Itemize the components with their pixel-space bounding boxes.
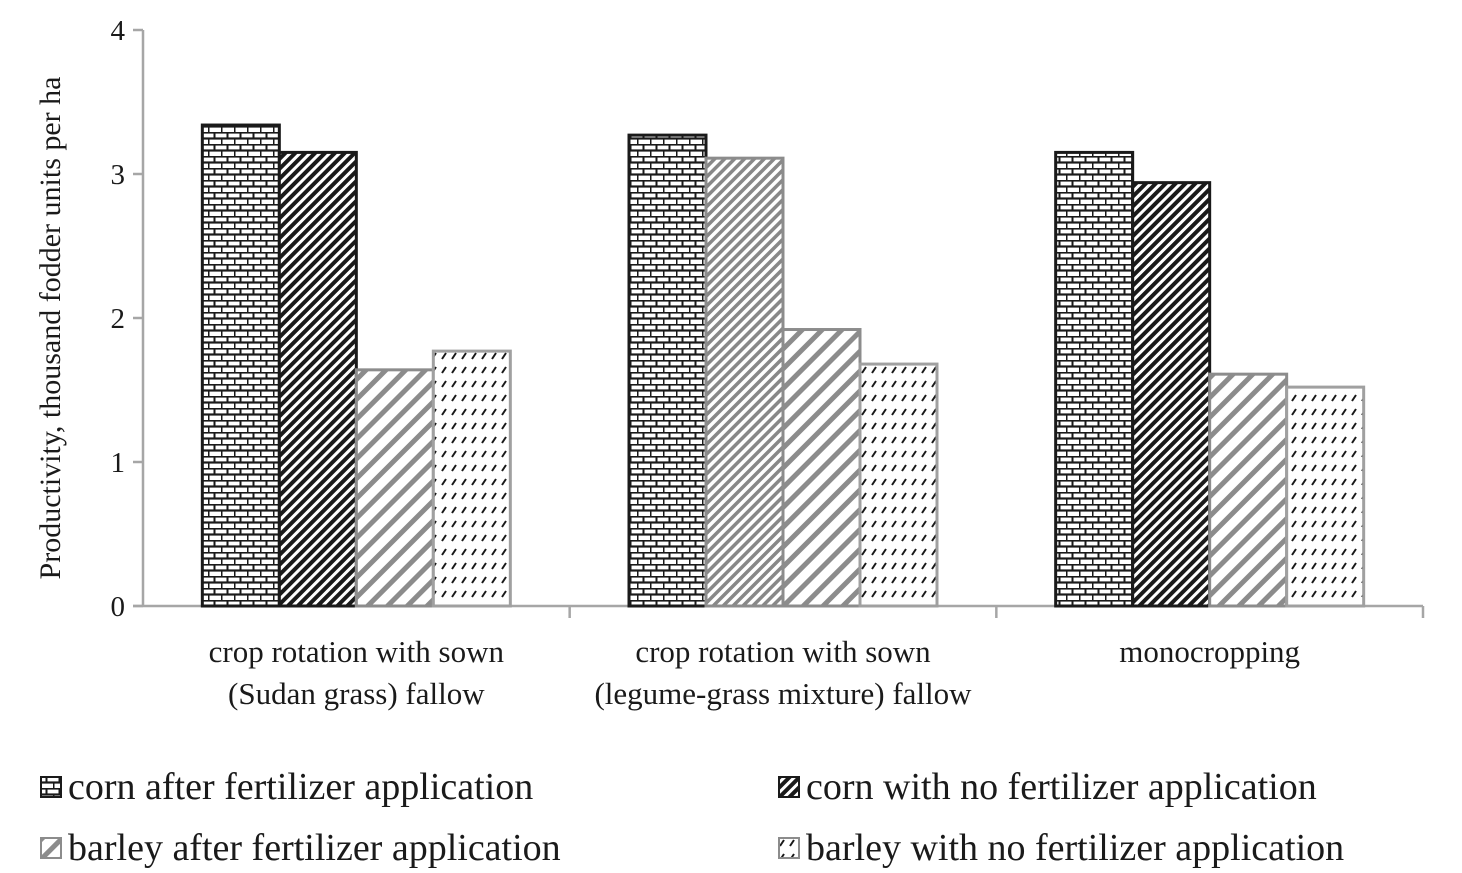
y-tick-label: 1 (111, 447, 126, 479)
bar (781, 328, 862, 608)
x-category-label: crop rotation with sown (635, 634, 931, 669)
bar (277, 150, 358, 608)
y-tick-label: 0 (111, 591, 126, 623)
x-category-label: (legume-grass mixture) fallow (594, 676, 972, 711)
legend-swatch-dashed (778, 837, 800, 859)
y-axis-title: Productivity, thousand fodder units per … (34, 77, 67, 580)
legend-item-corn-fertilized: corn after fertilizer application (40, 762, 533, 812)
x-category-label: crop rotation with sown (209, 634, 505, 669)
bar (200, 123, 281, 608)
bar (354, 368, 435, 608)
bar (704, 156, 785, 608)
y-tick-label: 4 (111, 15, 126, 47)
legend-label: corn after fertilizer application (68, 766, 534, 808)
legend-item-corn-unfertilized: corn with no fertilizer application (778, 762, 1317, 812)
legend-item-barley-unfertilized: barley with no fertilizer application (778, 823, 1344, 873)
bar (1208, 372, 1289, 608)
legend-item-barley-fertilized: barley after fertilizer application (40, 823, 561, 873)
labels: 0 1 2 3 4 Productivity, thousand fodder units… (34, 15, 1300, 711)
legend-label: barley with no fertilizer application (806, 827, 1345, 869)
bars (200, 123, 1366, 608)
bar (858, 362, 939, 608)
x-category-label: monocropping (1119, 634, 1300, 669)
bar (627, 133, 708, 608)
legend: corn after fertilizer application corn w… (40, 760, 1450, 870)
legend-swatch-brick (40, 776, 62, 798)
bar (1054, 150, 1135, 608)
bar (1131, 181, 1212, 608)
x-category-label: (Sudan grass) fallow (228, 676, 485, 711)
legend-swatch-wide-diagonal (40, 837, 62, 859)
legend-swatch-dense-diagonal (778, 776, 800, 798)
bar (1285, 385, 1366, 608)
y-tick-label: 3 (111, 159, 126, 191)
legend-label: barley after fertilizer application (68, 827, 561, 869)
legend-label: corn with no fertilizer application (806, 766, 1317, 808)
y-tick-label: 2 (111, 303, 126, 335)
bar-chart: 0 1 2 3 4 Productivity, thousand fodder units… (34, 15, 1425, 711)
bar (431, 349, 512, 608)
